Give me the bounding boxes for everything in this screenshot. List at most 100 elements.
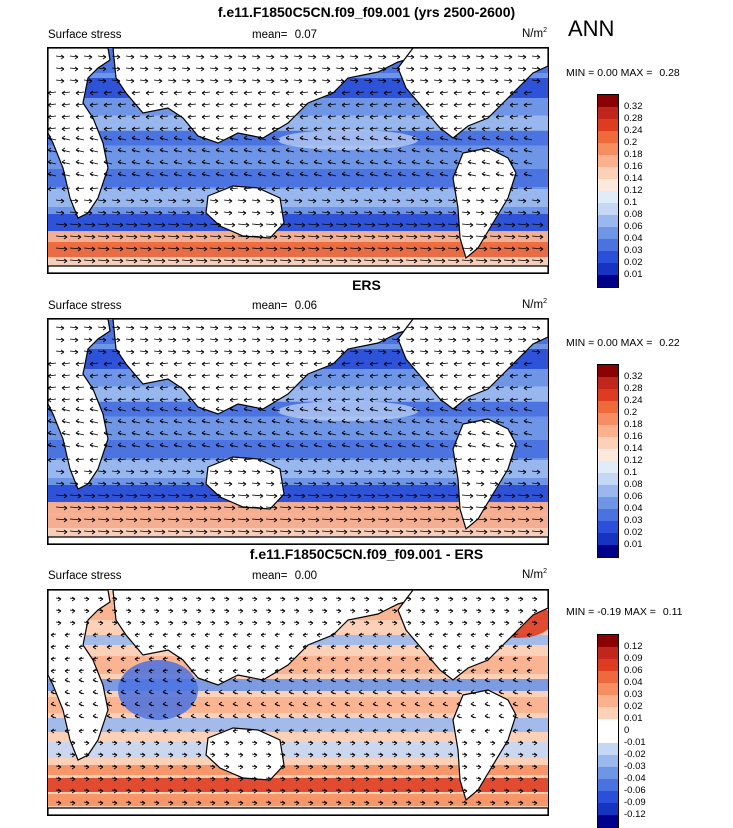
colorbar-swatch [598,191,618,203]
colorbar-tick-label: -0.09 [624,797,646,808]
panel-2-mean: mean= 0.06 [252,300,317,312]
colorbar-swatch [598,671,618,683]
colorbar-tick-label: 0.09 [624,653,643,664]
panel-1-title: f.e11.F1850C5CN.f09_f09.001 (yrs 2500-26… [217,4,516,20]
colorbar-tick-label: 0.03 [624,515,643,526]
colorbar-tick-label: 0.12 [624,455,643,466]
panel-1-max-label: MAX = [620,67,653,79]
panel-2-mean-label: mean= [252,300,288,312]
colorbar-tick-label: 0.06 [624,665,643,676]
colorbar-tick-label: 0.03 [624,689,643,700]
colorbar-swatch [598,683,618,695]
panel-3-units-sup: 2 [543,568,547,575]
colorbar-swatch [598,707,618,719]
colorbar-tick-label: 0.1 [624,197,638,208]
colorbar-tick-label: 0.12 [624,641,643,652]
panel-2-max-label: MAX = [620,337,653,349]
colorbar-tick-label: 0.16 [624,431,643,442]
panel-3-units: N/m2 [522,568,547,581]
panel-2-map [47,318,549,545]
colorbar-tick-label: 0.06 [624,221,643,232]
panel-3-min-value: -0.19 [597,606,622,618]
panel-3-mean-value: 0.00 [294,570,318,582]
colorbar-tick-label: 0.02 [624,701,643,712]
colorbar-swatch [598,647,618,659]
colorbar-swatch [598,167,618,179]
colorbar-tick-label: 0.24 [624,125,643,136]
panel-3-mean: mean= 0.00 [252,570,317,582]
colorbar-swatch [598,521,618,533]
panel-1-mean: mean= 0.07 [252,29,317,41]
colorbar-swatch [598,239,618,251]
colorbar-tick-label: -0.04 [624,773,646,784]
colorbar-tick-label: 0.01 [624,269,643,280]
panel-1-mean-label: mean= [252,29,288,41]
panel-1-min-value: 0.00 [597,67,618,79]
panel-2-colorbar: 0.32 0.28 0.24 0.2 0.18 0.16 0.14 0.12 0.1 0.08 0.… [597,364,643,558]
colorbar-tick-label: 0.01 [624,713,643,724]
colorbar-swatch [598,179,618,191]
colorbar-swatch [598,155,618,167]
panel-3-colorbar: 0.12 0.09 0.06 0.04 0.03 0.02 0.01 0 -0.01 -0.02 -… [597,634,646,828]
colorbar-tick-label: 0.04 [624,233,643,244]
colorbar-tick-label: 0.1 [624,467,638,478]
colorbar-tick-label: -0.01 [624,737,646,748]
colorbar-tick-label: 0.32 [624,101,643,112]
colorbar-swatch [598,107,618,119]
colorbar-swatch [598,215,618,227]
colorbar-tick-label: 0.12 [624,185,643,196]
panel-3-map [47,589,549,816]
colorbar-swatch [598,119,618,131]
colorbar-swatch [598,131,618,143]
panel-2-title: ERS [352,277,381,293]
panel-3-max-value: 0.11 [662,606,683,618]
panel-1-colorbar: 0.32 0.28 0.24 0.2 0.18 0.16 0.14 0.12 0.1 0.08 0.… [597,94,643,288]
colorbar-swatch [598,533,618,545]
colorbar-swatch [598,461,618,473]
colorbar-swatch [598,659,618,671]
colorbar-tick-label: 0 [624,725,630,736]
colorbar-tick-label: 0.2 [624,407,638,418]
colorbar-tick-label: 0.28 [624,383,643,394]
panel-3-units-text: N/m [522,568,544,581]
colorbar-tick-label: 0.14 [624,443,643,454]
colorbar-tick-label: 0.02 [624,257,643,268]
panel-2-variable-label: Surface stress [48,300,122,312]
season-label: ANN [568,16,615,41]
panel-1-units: N/m2 [522,27,547,40]
colorbar-tick-label: 0.14 [624,173,643,184]
panel-2-units-text: N/m [522,298,544,311]
colorbar-swatch [598,497,618,509]
panel-1-variable-label: Surface stress [48,29,122,41]
colorbar-swatch [598,275,618,287]
colorbar-swatch [598,695,618,707]
panel-1-minmax: MIN = 0.00 MAX = 0.28 [566,67,680,79]
colorbar-swatch [598,437,618,449]
colorbar-swatch [598,227,618,239]
panel-1-units-sup: 2 [543,27,547,34]
colorbar-swatch [598,449,618,461]
colorbar-swatch [598,485,618,497]
colorbar-swatch [598,803,618,815]
colorbar-swatch [598,815,618,827]
colorbar-tick-label: -0.02 [624,749,646,760]
panel-3-minmax: MIN = -0.19 MAX = 0.11 [566,606,682,618]
panel-3-min-label: MIN = [566,606,595,618]
colorbar-tick-label: 0.18 [624,419,643,430]
panel-1-units-text: N/m [522,27,544,40]
colorbar-tick-label: 0.08 [624,209,643,220]
colorbar-tick-label: 0.28 [624,113,643,124]
colorbar-swatch [598,767,618,779]
colorbar-swatch [598,791,618,803]
colorbar-tick-label: 0.32 [624,371,643,382]
colorbar-tick-label: 0.04 [624,677,643,688]
panel-2-min-label: MIN = [566,337,595,349]
panel-1-max-value: 0.28 [659,67,680,79]
colorbar-swatch [598,263,618,275]
colorbar-swatch [598,545,618,557]
colorbar-swatch [598,413,618,425]
colorbar-swatch [598,365,618,377]
colorbar-swatch [598,731,618,743]
colorbar-swatch [598,635,618,647]
panel-3-title: f.e11.F1850C5CN.f09_f09.001 - ERS [249,546,484,562]
